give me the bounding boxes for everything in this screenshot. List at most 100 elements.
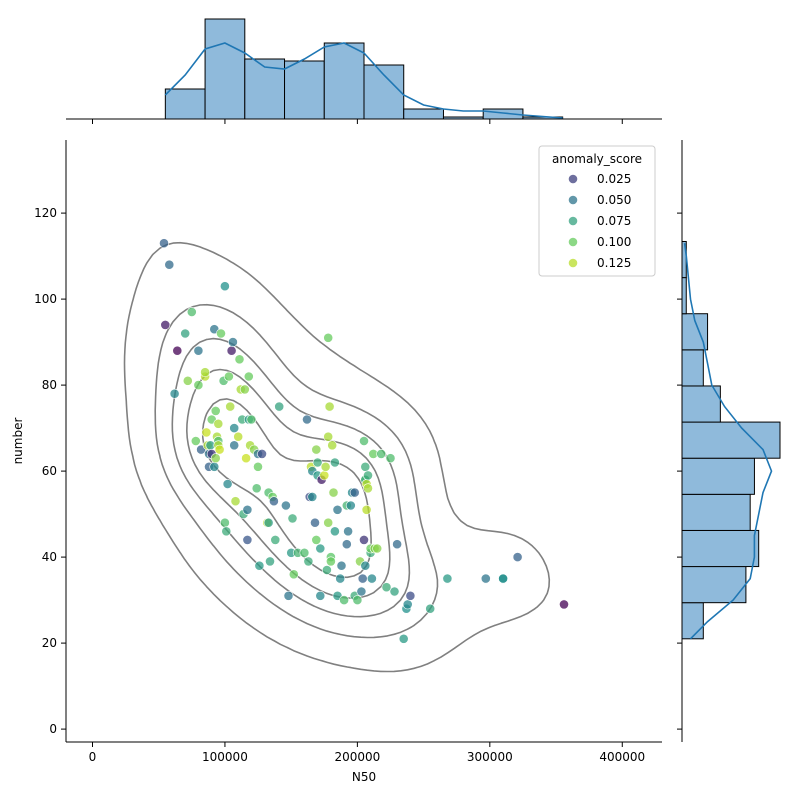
right-hist-bar (681, 529, 760, 568)
scatter-point (223, 371, 234, 382)
scatter-point (329, 457, 340, 468)
scatter-point (360, 461, 371, 472)
scatter-point (274, 401, 285, 412)
scatter-point (210, 405, 221, 416)
scatter-point (357, 573, 368, 584)
scatter-point (219, 517, 230, 528)
y-tick-label: 100 (34, 292, 57, 306)
scatter-point (332, 504, 343, 515)
y-tick-label: 20 (42, 636, 57, 650)
scatter-point (221, 526, 232, 537)
scatter-point (392, 539, 402, 550)
right-hist-bar (681, 421, 781, 459)
scatter-point (303, 556, 314, 567)
scatter-point (324, 401, 335, 412)
y-tick-label: 0 (49, 722, 57, 736)
kde-contour-level-1 (123, 241, 551, 673)
scatter-point (219, 281, 230, 292)
scatter-point (319, 470, 330, 481)
x-tick-label: 100000 (202, 750, 248, 764)
top-hist-bar (164, 88, 206, 120)
scatter-point (323, 431, 334, 442)
right-kde-line (683, 243, 773, 640)
scatter-point (159, 238, 169, 249)
scatter-point (335, 573, 346, 584)
scatter-point (360, 560, 371, 571)
scatter-point (241, 453, 251, 464)
scatter-point (172, 345, 183, 356)
legend-entries: 0.025 0.050 0.075 0.100 0.125 (568, 172, 631, 270)
scatter-point (213, 418, 224, 429)
x-axis-ticks: 0 100000 200000 300000 400000 (89, 742, 645, 764)
legend-label: 0.125 (597, 256, 631, 270)
legend-marker (568, 237, 578, 247)
scatter-point (311, 535, 322, 545)
y-tick-label: 80 (42, 378, 57, 392)
scatter-point (229, 423, 240, 433)
scatter-points (159, 238, 569, 644)
scatter-point (480, 573, 491, 584)
legend-label: 0.025 (597, 172, 631, 186)
scatter-point (239, 384, 250, 395)
legend-marker (568, 195, 578, 205)
right-hist-bar (681, 602, 704, 640)
scatter-point (190, 436, 201, 446)
right-hist-bar (681, 277, 687, 315)
y-axis-label: number (11, 418, 25, 465)
scatter-point (442, 573, 453, 584)
right-marginal-histogram (681, 240, 781, 640)
scatter-point (361, 504, 372, 515)
scatter-point (222, 479, 233, 489)
right-hist-bar (681, 493, 751, 531)
top-hist-bar (204, 18, 246, 120)
scatter-point (325, 556, 336, 567)
scatter-point (315, 590, 326, 601)
scatter-point (268, 496, 279, 507)
scatter-point (193, 345, 204, 356)
scatter-point (251, 483, 262, 494)
scatter-point (227, 337, 238, 347)
scatter-point (336, 560, 347, 571)
x-tick-label: 300000 (467, 750, 513, 764)
legend-marker (568, 258, 578, 268)
top-hist-bar (363, 64, 405, 120)
scatter-point (230, 496, 241, 507)
scatter-point (209, 461, 220, 472)
scatter-point (359, 436, 369, 446)
scatter-point (321, 565, 332, 575)
scatter-point (323, 332, 334, 343)
scatter-point (398, 633, 409, 644)
legend-label: 0.100 (597, 235, 631, 249)
scatter-point (389, 586, 400, 597)
scatter-point (180, 328, 191, 339)
scatter-point (201, 427, 212, 438)
scatter-point (225, 401, 236, 412)
legend-label: 0.075 (597, 214, 631, 228)
legend-box (538, 145, 656, 277)
scatter-point (229, 440, 240, 451)
scatter-point (254, 560, 265, 571)
scatter-point (265, 556, 275, 567)
right-marginal-ticks (677, 212, 682, 730)
top-hist-bar (323, 42, 365, 120)
x-tick-label: 400000 (599, 750, 645, 764)
scatter-point (193, 380, 204, 390)
scatter-point (341, 539, 352, 550)
scatter-point (186, 307, 197, 317)
scatter-point (200, 367, 210, 378)
scatter-point (164, 259, 175, 270)
scatter-point (359, 535, 369, 545)
scatter-point (349, 487, 360, 498)
scatter-point (339, 595, 349, 605)
top-hist-bar (284, 60, 325, 120)
scatter-point (160, 319, 171, 330)
legend-label: 0.050 (597, 193, 631, 207)
scatter-point (366, 573, 377, 584)
scatter-point (169, 388, 180, 399)
scatter-point (329, 526, 340, 537)
scatter-point (310, 517, 320, 528)
scatter-point (343, 526, 353, 537)
scatter-point (253, 461, 263, 472)
scatter-point (363, 470, 373, 481)
